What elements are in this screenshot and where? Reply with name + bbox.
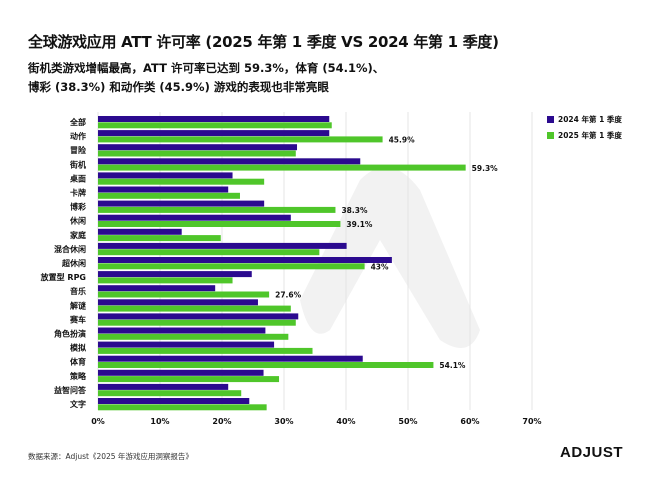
category-label: 动作 — [70, 131, 86, 141]
bar-2024 — [98, 228, 182, 235]
category-label: 超休闲 — [61, 258, 86, 268]
category-label: 休闲 — [69, 216, 86, 226]
category-label: 策略 — [70, 371, 87, 381]
bar-2025 — [98, 277, 233, 284]
data-label: 43% — [371, 263, 389, 272]
bar-2024 — [98, 299, 258, 306]
data-label: 45.9% — [389, 136, 416, 145]
category-label: 角色扮演 — [54, 329, 86, 339]
x-tick-label: 50% — [398, 417, 417, 426]
bar-2025 — [98, 192, 240, 199]
source-note: 数据来源：Adjust《2025 年游戏应用洞察报告》 — [28, 452, 193, 461]
data-label: 59.3% — [472, 164, 499, 173]
bar-2024 — [98, 271, 252, 278]
bar-2024 — [98, 327, 266, 334]
category-label: 文字 — [70, 399, 86, 409]
legend-swatch-2025 — [547, 131, 554, 139]
adjust-logo: ADJUST — [560, 444, 624, 461]
category-label: 街机 — [69, 159, 86, 169]
bar-2024 — [98, 257, 392, 263]
category-label: 模拟 — [70, 343, 86, 353]
bar-2025 — [98, 235, 221, 242]
watermark-logo — [300, 167, 480, 348]
x-tick-label: 10% — [150, 417, 169, 426]
bar-2025 — [98, 221, 341, 227]
bar-2024 — [98, 355, 363, 362]
subtitle-line-2: 博彩 (38.3%) 和动作类 (45.9%) 游戏的表现也非常亮眼 — [28, 80, 329, 94]
category-label: 益智问答 — [54, 385, 87, 395]
bar-2025 — [98, 150, 296, 157]
category-label: 冒险 — [70, 145, 87, 155]
category-label: 博彩 — [70, 202, 86, 212]
bar-2025 — [98, 164, 466, 171]
bar-2025 — [98, 178, 265, 185]
bar-2024 — [98, 313, 299, 320]
legend-item-2025: 2025 年第 1 季度 — [547, 127, 622, 143]
bar-2024 — [98, 214, 291, 221]
bar-2024 — [98, 172, 233, 179]
bar-2025 — [98, 136, 383, 143]
category-label: 音乐 — [70, 286, 86, 296]
bar-2025 — [98, 305, 291, 312]
category-label: 放置型 RPG — [40, 272, 86, 282]
data-label: 27.6% — [275, 291, 302, 300]
bar-2025 — [98, 362, 434, 368]
bar-2024 — [98, 130, 330, 137]
category-label: 赛车 — [69, 314, 86, 324]
x-tick-label: 40% — [336, 417, 355, 426]
bar-2025 — [98, 263, 365, 270]
x-tick-label: 20% — [212, 417, 231, 426]
bar-2024 — [98, 242, 347, 249]
data-label: 54.1% — [439, 361, 466, 370]
bar-2024 — [98, 398, 250, 404]
x-tick-label: 30% — [274, 417, 293, 426]
x-tick-label: 0% — [91, 417, 105, 426]
bar-2024 — [98, 341, 275, 348]
category-label: 全部 — [69, 117, 86, 127]
data-label: 38.3% — [341, 206, 368, 215]
category-label: 体育 — [70, 357, 86, 367]
category-label: 家庭 — [70, 230, 87, 240]
bar-2025 — [98, 347, 313, 354]
legend: 2024 年第 1 季度 2025 年第 1 季度 — [547, 111, 622, 143]
subtitle-line-1: 街机类游戏增幅最高，ATT 许可率已达到 59.3%，体育 (54.1%)、 — [28, 61, 385, 75]
bar-2025 — [98, 404, 267, 411]
x-tick-label: 70% — [522, 417, 541, 426]
legend-item-2024: 2024 年第 1 季度 — [547, 111, 622, 127]
bar-2025 — [98, 206, 336, 213]
data-label: 39.1% — [346, 220, 373, 229]
bar-2024 — [98, 144, 298, 151]
bar-2025 — [98, 319, 296, 326]
bar-2025 — [98, 249, 320, 256]
category-label: 桌面 — [69, 173, 86, 183]
bar-2025 — [98, 291, 270, 298]
bar-2024 — [98, 369, 264, 376]
chart-subtitle: 街机类游戏增幅最高，ATT 许可率已达到 59.3%，体育 (54.1%)、 博… — [28, 59, 448, 97]
chart-title: 全球游戏应用 ATT 许可率 (2025 年第 1 季度 VS 2024 年第 … — [28, 33, 499, 51]
bar-2025 — [98, 122, 332, 129]
category-label: 混合休闲 — [54, 244, 86, 254]
bar-2024 — [98, 158, 361, 165]
x-tick-label: 60% — [460, 417, 479, 426]
category-label: 解谜 — [70, 300, 86, 310]
bar-2024 — [98, 383, 229, 390]
bar-2025 — [98, 376, 280, 383]
bar-2024 — [98, 200, 265, 207]
bar-2025 — [98, 333, 289, 340]
category-label: 卡牌 — [70, 188, 86, 198]
bar-2024 — [98, 285, 216, 292]
bar-2025 — [98, 390, 242, 397]
bar-2024 — [98, 186, 229, 193]
legend-swatch-2024 — [547, 115, 554, 123]
bar-2024 — [98, 116, 330, 122]
